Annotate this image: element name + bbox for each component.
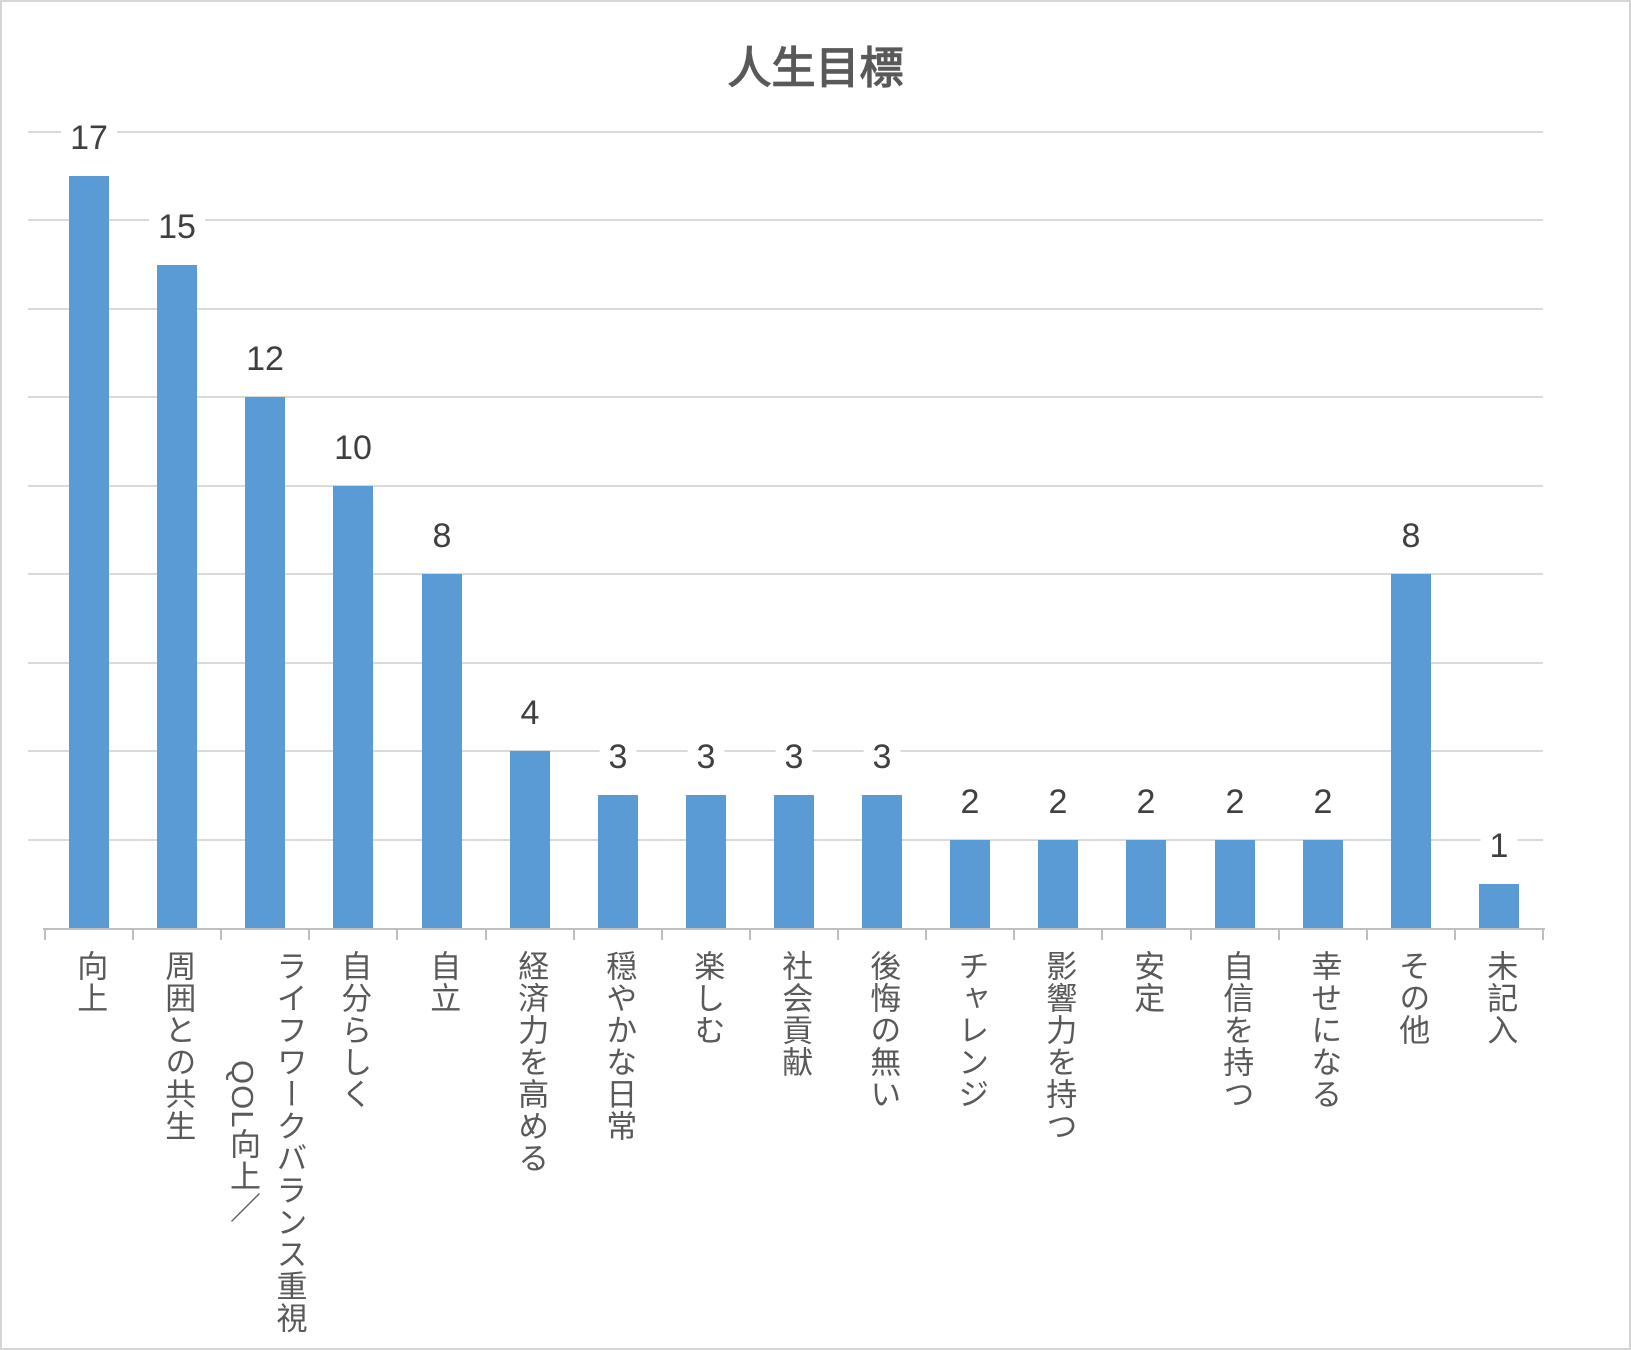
gridline bbox=[45, 131, 1543, 133]
bar-value-label: 2 bbox=[1304, 782, 1342, 822]
plot-area: 17 15 12 10 8 4 3 3 3 3 2 2 2 2 2 8 1 bbox=[28, 118, 1545, 940]
gridline bbox=[45, 219, 1543, 221]
x-axis-tick bbox=[308, 928, 310, 940]
x-axis-tick bbox=[573, 928, 575, 940]
category-label: 経済力を高める bbox=[513, 950, 549, 1174]
category-label: 幸せになる bbox=[1306, 950, 1342, 1110]
x-axis-tick bbox=[220, 928, 222, 940]
y-axis-tick bbox=[28, 573, 45, 575]
category-label: 未記入 bbox=[1482, 950, 1518, 1046]
x-axis-tick bbox=[1101, 928, 1103, 940]
category-label: 自信を持つ bbox=[1218, 950, 1254, 1110]
bar-value-label: 12 bbox=[237, 339, 293, 379]
x-axis-tick bbox=[925, 928, 927, 940]
category-label: 後悔の無い bbox=[865, 950, 901, 1110]
bar bbox=[1126, 840, 1166, 928]
bar-value-label: 3 bbox=[775, 737, 813, 777]
category-label: 自立 bbox=[425, 950, 461, 1014]
bar bbox=[774, 795, 814, 928]
category-label: 影響力を持つ bbox=[1041, 950, 1077, 1142]
bar-value-label: 3 bbox=[863, 737, 901, 777]
x-axis-line bbox=[43, 928, 1545, 930]
bar-value-label: 8 bbox=[423, 516, 461, 556]
x-axis-tick bbox=[132, 928, 134, 940]
x-axis-tick bbox=[1190, 928, 1192, 940]
y-axis-tick bbox=[28, 839, 45, 841]
bar-value-label: 2 bbox=[1039, 782, 1077, 822]
x-axis-tick bbox=[837, 928, 839, 940]
category-label: 周囲との共生 bbox=[160, 950, 196, 1142]
x-axis-tick bbox=[1454, 928, 1456, 940]
x-axis-tick bbox=[749, 928, 751, 940]
gridline bbox=[45, 485, 1543, 487]
bar bbox=[950, 840, 990, 928]
x-axis-tick bbox=[661, 928, 663, 940]
bar-value-label: 8 bbox=[1392, 516, 1430, 556]
x-axis-tick bbox=[396, 928, 398, 940]
bar-value-label: 1 bbox=[1480, 826, 1518, 866]
bar-value-label: 2 bbox=[1216, 782, 1254, 822]
gridline bbox=[45, 662, 1543, 664]
bar-value-label: 10 bbox=[325, 428, 381, 468]
x-axis-tick bbox=[485, 928, 487, 940]
category-label: 向上 bbox=[72, 950, 108, 1014]
bar bbox=[510, 751, 550, 928]
y-axis-tick bbox=[28, 308, 45, 310]
category-label: チャレンジ bbox=[953, 950, 989, 1110]
bar bbox=[862, 795, 902, 928]
bar-value-label: 2 bbox=[1127, 782, 1165, 822]
bar-value-label: 4 bbox=[511, 693, 549, 733]
category-label: ライフワークバランス重視 QOL向上／ bbox=[225, 950, 307, 1334]
x-axis-tick bbox=[1013, 928, 1015, 940]
bar bbox=[333, 486, 373, 928]
category-axis-labels: 向上 周囲との共生 ライフワークバランス重視 QOL向上／ 自分らしく 自立 経済力を高め… bbox=[45, 950, 1543, 1348]
bar-value-label: 17 bbox=[61, 118, 117, 158]
category-label: 社会貢献 bbox=[777, 950, 813, 1078]
bar bbox=[686, 795, 726, 928]
chart-title: 人生目標 bbox=[727, 44, 904, 93]
bar bbox=[422, 574, 462, 928]
bar bbox=[1391, 574, 1431, 928]
y-axis-tick bbox=[28, 219, 45, 221]
y-axis-tick bbox=[28, 662, 45, 664]
gridline bbox=[45, 573, 1543, 575]
category-label: その他 bbox=[1394, 950, 1430, 1046]
gridline bbox=[45, 308, 1543, 310]
bar bbox=[245, 397, 285, 928]
category-label: 楽しむ bbox=[689, 950, 725, 1046]
gridline bbox=[45, 396, 1543, 398]
bar bbox=[1303, 840, 1343, 928]
y-axis-tick bbox=[28, 750, 45, 752]
x-axis-tick bbox=[44, 928, 46, 940]
bar bbox=[1215, 840, 1255, 928]
bar bbox=[69, 176, 109, 928]
bar bbox=[1479, 884, 1519, 928]
bar-value-label: 3 bbox=[599, 737, 637, 777]
y-axis-tick bbox=[28, 485, 45, 487]
category-label: 自分らしく bbox=[336, 950, 372, 1110]
bar bbox=[1038, 840, 1078, 928]
category-label: 安定 bbox=[1129, 950, 1165, 1014]
bar bbox=[598, 795, 638, 928]
bar-value-label: 15 bbox=[149, 207, 205, 247]
y-axis-tick bbox=[28, 131, 45, 133]
x-axis-tick bbox=[1366, 928, 1368, 940]
bar bbox=[157, 265, 197, 928]
y-axis-tick bbox=[28, 396, 45, 398]
x-axis-tick bbox=[1278, 928, 1280, 940]
bar-value-label: 2 bbox=[951, 782, 989, 822]
category-label: 穏やかな日常 bbox=[601, 950, 637, 1142]
x-axis-tick bbox=[1542, 928, 1544, 940]
bar-value-label: 3 bbox=[687, 737, 725, 777]
